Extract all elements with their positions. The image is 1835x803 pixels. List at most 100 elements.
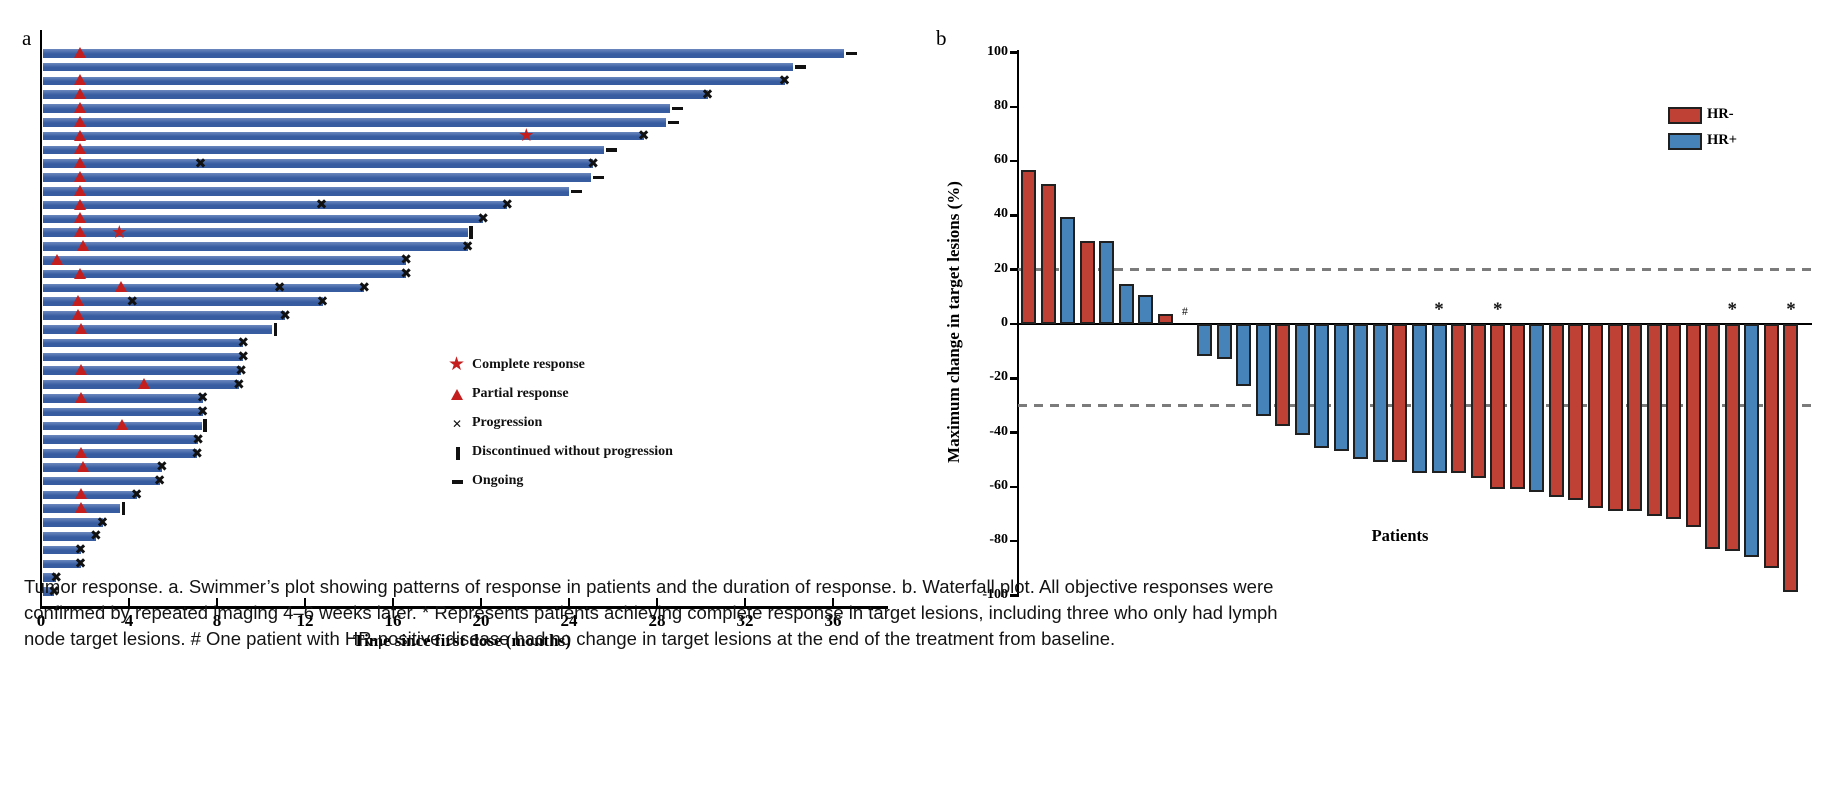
- progression-end-marker: ✖: [233, 376, 245, 393]
- swimmer-bar: [42, 187, 569, 196]
- discontinued-marker: [469, 226, 473, 240]
- y-tick-label: -100: [982, 586, 1008, 602]
- x-tick-label: 4: [124, 611, 134, 630]
- swimmer-bar: [42, 104, 671, 113]
- progression-end-marker: ✖: [153, 473, 166, 490]
- partial-response-marker: [72, 295, 85, 307]
- partial-response-marker: [74, 502, 87, 514]
- x-tick-label: 24: [560, 611, 578, 630]
- complete-response-marker: ★: [111, 221, 128, 243]
- swimmer-bar: [42, 490, 137, 500]
- partial-response-marker: [73, 88, 86, 100]
- waterfall-bar: [1275, 324, 1291, 427]
- swimmer-bar: [42, 449, 198, 458]
- waterfall-zero-baseline: [1017, 322, 1812, 326]
- y-tick-label: 40: [994, 206, 1008, 222]
- partial-response-marker: [73, 171, 86, 182]
- swimmer-bar: [42, 49, 844, 58]
- cr-asterisk: *: [1434, 299, 1444, 320]
- waterfall-bar: [1607, 324, 1623, 511]
- waterfall-bar: [1040, 184, 1056, 325]
- progression-end-marker: ✖: [237, 348, 250, 365]
- swimmer-x-axis-title: Time since first dose (months): [353, 631, 571, 650]
- waterfall-bar: [1060, 216, 1076, 325]
- partial-response-marker: [115, 281, 128, 293]
- waterfall-bar: [1548, 324, 1564, 498]
- partial-response-marker: [73, 226, 86, 238]
- partial-response-marker: [51, 253, 64, 265]
- partial-response-marker: [73, 212, 86, 224]
- waterfall-bar: [1744, 324, 1760, 557]
- progression-end-marker: ✖: [74, 542, 87, 559]
- waterfall-bar: [1118, 284, 1134, 325]
- discontinued-marker: [203, 419, 207, 433]
- waterfall-bar: [1196, 324, 1212, 356]
- partial-response-marker: [73, 115, 86, 127]
- no-change-hash: #: [1181, 304, 1188, 318]
- progression-end-marker: ✖: [196, 404, 209, 421]
- x-tick-label: 36: [824, 611, 842, 630]
- progression-end-marker: ✖: [279, 307, 291, 324]
- discontinued-marker: [273, 322, 277, 336]
- y-tick-label: 60: [994, 152, 1008, 168]
- waterfall-bar: [1353, 324, 1369, 460]
- waterfall-bar: [1216, 324, 1232, 359]
- panel-a-label: a: [22, 26, 32, 50]
- partial-response-marker: [73, 157, 86, 169]
- y-tick: [1010, 431, 1017, 434]
- swimmer-bar: [42, 159, 594, 168]
- waterfall-bar: [1763, 324, 1779, 568]
- legend-label-hr-pos: HR+: [1707, 132, 1738, 148]
- swimmer-bar: [42, 62, 794, 72]
- legend-label-hr-neg: HR-: [1707, 106, 1734, 122]
- x-tick: [303, 597, 307, 607]
- legend-discontinued-icon: [456, 446, 460, 460]
- partial-response-marker: [73, 143, 86, 155]
- swimmer-bar: [42, 283, 365, 293]
- waterfall-bar: [1333, 324, 1349, 451]
- swimmer-bar: [42, 435, 199, 444]
- x-tick-label: 0: [36, 611, 46, 630]
- y-tick-label: -60: [989, 477, 1008, 493]
- swimmer-y-axis-line: [39, 30, 43, 608]
- x-tick: [655, 597, 659, 607]
- legend-swatch-hr-neg: [1668, 107, 1702, 124]
- y-tick: [1010, 322, 1017, 326]
- waterfall-bar: [1490, 324, 1506, 489]
- progression-end-marker: ✖: [477, 210, 489, 227]
- partial-response-marker: [74, 364, 87, 376]
- legend-item-label: Partial response: [472, 386, 569, 401]
- legend-complete-response-icon: ★: [448, 353, 466, 375]
- partial-response-marker: [73, 198, 86, 210]
- progression-marker: ✖: [273, 279, 286, 296]
- swimmer-bar: [42, 573, 57, 582]
- progression-end-marker: ✖: [96, 514, 109, 531]
- reference-line-plus20: [1018, 268, 1816, 272]
- partial-response-marker: [74, 447, 87, 458]
- ongoing-marker: [667, 120, 679, 124]
- partial-response-marker: [76, 240, 89, 251]
- waterfall-bar: [1099, 241, 1115, 325]
- legend-item-label: Discontinued without progression: [472, 444, 673, 459]
- legend-swatch-hr-pos: [1668, 133, 1702, 150]
- waterfall-bar: [1451, 324, 1467, 473]
- x-tick-label: 16: [384, 611, 402, 630]
- waterfall-bar: [1666, 324, 1682, 519]
- partial-response-marker: [73, 267, 86, 279]
- progression-end-marker: ✖: [701, 86, 714, 103]
- legend-progression-icon: ✕: [452, 417, 463, 431]
- y-tick: [1010, 485, 1017, 489]
- swimmer-bar: [42, 545, 81, 555]
- y-tick: [1010, 159, 1017, 163]
- progression-end-marker: ✖: [358, 279, 371, 296]
- progression-end-marker: ✖: [192, 431, 205, 448]
- partial-response-marker: [73, 184, 86, 196]
- partial-response-marker: [72, 309, 85, 320]
- swimmer-bar: [42, 325, 272, 334]
- waterfall-bar: [1568, 324, 1584, 500]
- progression-end-marker: ✖: [156, 459, 168, 476]
- caption-line-2: confirmed by repeated imaging 4–6 weeks …: [24, 602, 1278, 623]
- y-tick: [1010, 214, 1017, 217]
- waterfall-bar: [1079, 241, 1095, 325]
